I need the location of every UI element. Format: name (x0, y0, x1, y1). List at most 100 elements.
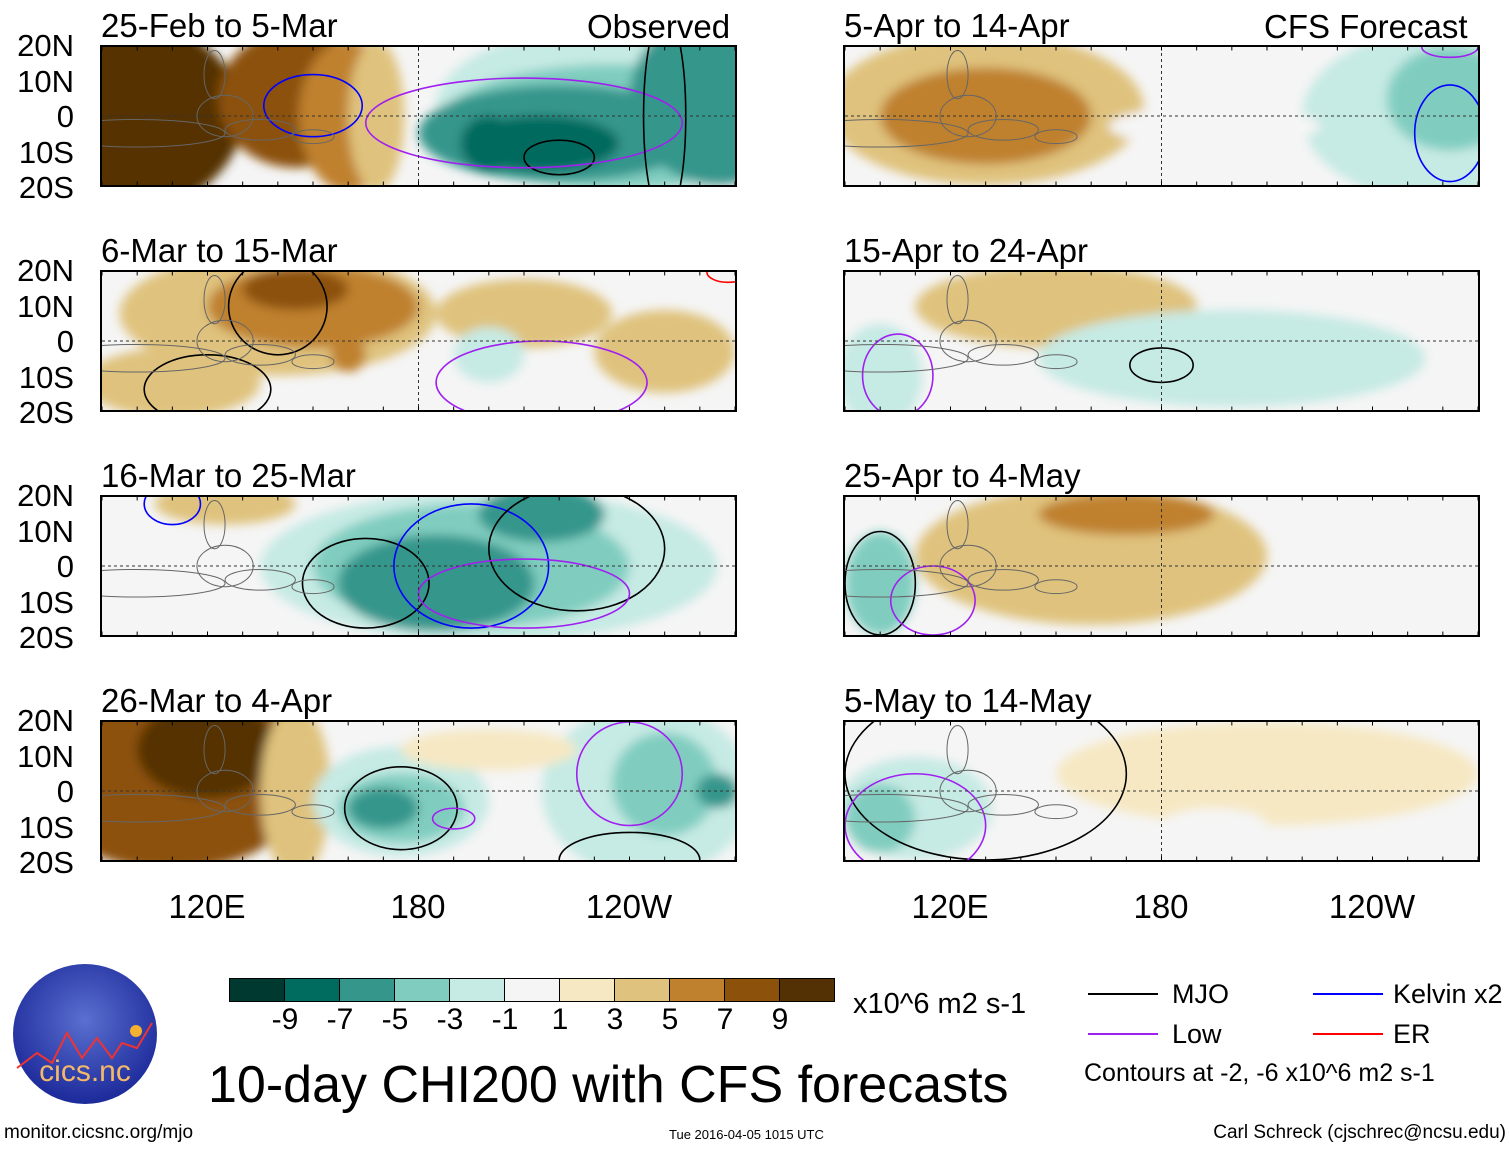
map-panel (100, 720, 737, 862)
source-link[interactable]: monitor.cicsnc.org/mjo (4, 1122, 194, 1143)
colorbar-swatch (285, 979, 340, 1001)
y-label: 20N (17, 703, 74, 738)
mjo-contour (845, 532, 915, 636)
anomaly-region (1161, 808, 1267, 843)
anomaly-region (348, 787, 419, 829)
mjo-contour (302, 538, 429, 628)
mjo-contour (524, 140, 594, 175)
coastline (197, 95, 253, 136)
anomaly-region (337, 534, 535, 632)
panel-title: 25-Apr to 4-May (844, 457, 1081, 494)
y-label: 10S (18, 359, 74, 395)
anomaly-region (1386, 47, 1478, 151)
colorbar-swatch (230, 979, 285, 1001)
colorbar-label: 5 (661, 1003, 679, 1036)
colorbar-label: -9 (271, 1003, 299, 1036)
anomaly-region (348, 47, 405, 185)
map-panel (100, 495, 737, 637)
anomaly-field (845, 497, 1478, 635)
low-contour (577, 722, 683, 826)
anomaly-region (137, 722, 278, 798)
mjo-contour (229, 272, 327, 355)
anomaly-region (845, 531, 916, 635)
coastline (204, 500, 225, 548)
anomaly-region (102, 347, 261, 410)
coastline (102, 794, 225, 822)
anomaly-region (1056, 722, 1478, 826)
colorbar-swatch (615, 979, 670, 1001)
timestamp: Tue 2016-04-05 1015 UTC (669, 1127, 824, 1142)
low-contour (891, 566, 975, 635)
legend-mjo-line (1088, 993, 1158, 995)
y-label: 0 (56, 324, 74, 359)
coastline (940, 770, 996, 811)
x-label: 120W (1328, 888, 1416, 925)
colorbar-label: 1 (551, 1003, 569, 1036)
map-panel (843, 45, 1480, 187)
map-panel (843, 720, 1480, 862)
coastline (1035, 355, 1077, 369)
coastline (845, 119, 968, 147)
anomaly-region (1267, 579, 1478, 622)
anomaly-region (102, 552, 261, 635)
panel-title: 5-Apr to 14-Apr (844, 7, 1070, 44)
y-label: 20S (18, 620, 74, 655)
legend-low-line (1088, 1033, 1158, 1035)
panel-title: 16-Mar to 25-Mar (101, 457, 356, 494)
coastline (225, 119, 295, 140)
anomaly-region (1038, 497, 1215, 535)
coastline (292, 580, 334, 594)
coastline (1035, 580, 1077, 594)
figure-title: 10-day CHI200 with CFS forecasts (208, 1056, 1009, 1114)
anomaly-region (400, 728, 577, 771)
anomaly-region (1383, 272, 1468, 307)
mjo-contour (144, 355, 271, 410)
y-label: 20N (17, 478, 74, 513)
mjo-contour (489, 497, 665, 611)
legend-kelvin-label: Kelvin x2 (1393, 979, 1503, 1009)
y-label: 10S (18, 809, 74, 845)
colorbar-label: 7 (716, 1003, 734, 1036)
coastline (968, 569, 1038, 590)
coastline (102, 569, 225, 597)
anomaly-region (1038, 309, 1426, 407)
anomaly-region (102, 47, 243, 185)
author-credit: Carl Schreck (cjschrec@ncsu.edu) (1213, 1122, 1506, 1143)
coastline (947, 275, 968, 323)
coastline (968, 344, 1038, 365)
anomaly-region (242, 272, 349, 310)
coastline (204, 275, 225, 323)
coastline (845, 569, 968, 597)
coastline (225, 344, 295, 365)
anomaly-field (102, 272, 735, 410)
colorbar (229, 978, 835, 1002)
coastline (1035, 805, 1077, 819)
legend-note: Contours at -2, -6 x10^6 m2 s-1 (1084, 1059, 1435, 1087)
colorbar-label: -7 (326, 1003, 354, 1036)
y-label: 10N (17, 513, 74, 549)
logo-text: cics.nc (39, 1055, 131, 1088)
map-panel (843, 495, 1480, 637)
colorbar-swatch (340, 979, 395, 1001)
kelvin-contour (144, 497, 200, 525)
coastline (197, 545, 253, 586)
y-label: 20S (18, 845, 74, 880)
er-contour (707, 272, 735, 282)
legend-er-line (1313, 1033, 1383, 1035)
coastline (102, 119, 225, 147)
anomaly-region (330, 337, 366, 373)
coastline (197, 320, 253, 361)
map-panel (843, 270, 1480, 412)
colorbar-label: -1 (491, 1003, 519, 1036)
anomaly-region (845, 784, 916, 854)
coastline (225, 569, 295, 590)
y-label: 10S (18, 134, 74, 170)
legend-er-label: ER (1393, 1019, 1431, 1049)
anomaly-region (611, 732, 718, 836)
y-label: 20S (18, 395, 74, 430)
coastline (225, 794, 295, 815)
panel-title: 26-Mar to 4-Apr (101, 682, 333, 719)
panel-title: 6-Mar to 15-Mar (101, 232, 338, 269)
colorbar-label: 9 (771, 1003, 789, 1036)
anomaly-region (594, 309, 735, 393)
